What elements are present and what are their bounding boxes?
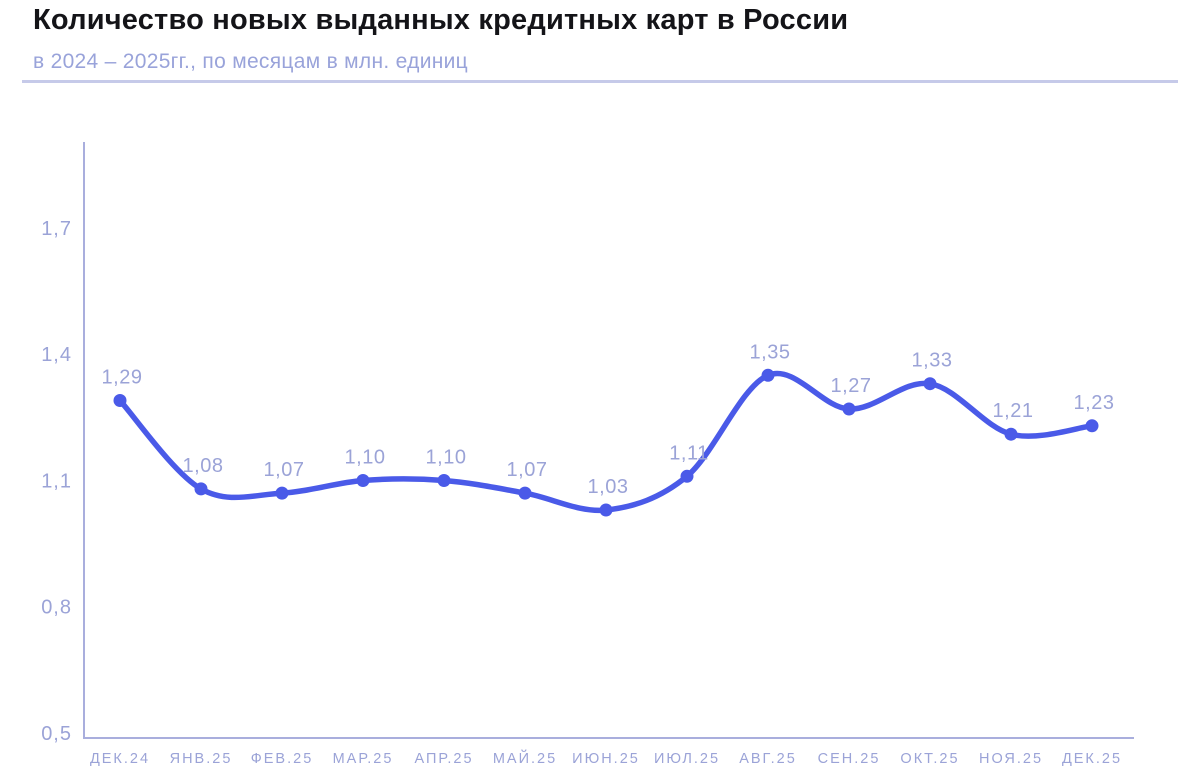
y-tick-label: 1,4: [41, 344, 72, 366]
page-title: Количество новых выданных кредитных карт…: [33, 4, 849, 36]
x-tick-label: ИЮЛ.25: [654, 751, 720, 767]
data-point: [842, 402, 856, 416]
axis-lines: [83, 142, 1134, 739]
data-point-label: 1,07: [264, 459, 305, 481]
data-point: [923, 377, 937, 391]
x-tick-label: АВГ.25: [739, 751, 797, 767]
x-tick-label: ФЕВ.25: [251, 751, 314, 767]
data-point: [761, 368, 775, 382]
y-tick-label: 0,5: [41, 723, 72, 745]
y-tick-label: 1,7: [41, 218, 72, 240]
x-tick-label: ДЕК.24: [90, 751, 150, 767]
data-point: [356, 474, 370, 487]
data-point: [437, 474, 451, 487]
x-tick-label: ИЮН.25: [572, 751, 640, 767]
page-subtitle: в 2024 – 2025гг., по месяцам в млн. един…: [33, 50, 468, 73]
y-tick-label: 1,1: [41, 471, 72, 493]
x-tick-label: МАР.25: [333, 751, 394, 767]
data-point-label: 1,08: [183, 455, 224, 477]
data-point-label: 1,21: [993, 400, 1034, 422]
data-point-label: 1,03: [588, 476, 629, 498]
data-point-label: 1,10: [426, 447, 467, 469]
data-point: [680, 469, 694, 483]
x-tick-label: АПР.25: [414, 751, 473, 767]
x-tick-label: ДЕК.25: [1062, 751, 1122, 767]
data-point: [1085, 419, 1099, 433]
data-point: [194, 482, 208, 496]
x-tick-label: СЕН.25: [818, 751, 881, 767]
y-tick-label: 0,8: [41, 597, 72, 619]
data-point-label: 1,35: [750, 341, 791, 363]
data-point: [599, 503, 613, 517]
header-divider: [22, 80, 1178, 83]
line-chart-canvas: 1,7 1,4 1,1 0,8 0,5 ДЕК.24 ЯНВ.25 ФЕВ.25 МАР.25 А…: [41, 142, 1134, 767]
x-tick-label: НОЯ.25: [979, 751, 1043, 767]
data-point: [1004, 427, 1018, 441]
line-chart: 1,7 1,4 1,1 0,8 0,5 ДЕК.24 ЯНВ.25 ФЕВ.25 МАР.25 А…: [0, 100, 1200, 780]
data-point-label: 1,07: [507, 459, 548, 481]
data-point-label: 1,10: [345, 447, 386, 469]
data-point-label: 1,11: [669, 442, 708, 464]
data-point-label: 1,23: [1074, 392, 1115, 414]
x-tick-label: МАЙ.25: [493, 749, 557, 767]
data-point-label: 1,27: [831, 375, 872, 397]
data-point: [275, 486, 289, 500]
data-point-label: 1,29: [102, 367, 143, 389]
data-point: [518, 486, 532, 500]
x-tick-label: ЯНВ.25: [170, 751, 233, 767]
data-point-label: 1,33: [912, 350, 953, 372]
data-point: [113, 394, 127, 407]
x-tick-label: ОКТ.25: [900, 751, 959, 767]
